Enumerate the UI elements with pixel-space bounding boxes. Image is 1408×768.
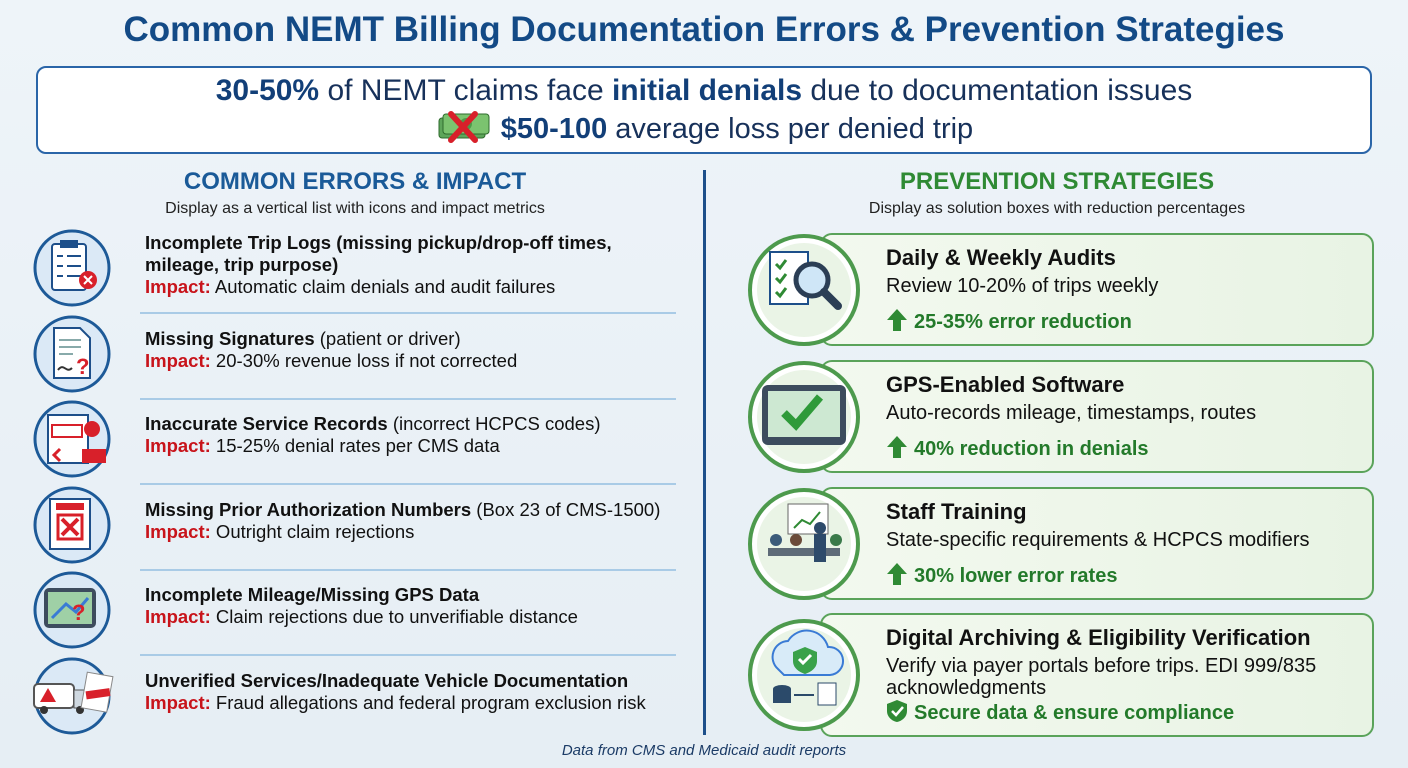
error-title: Missing Prior Authorization Numbers: [145, 498, 472, 520]
strategy-icon: [748, 233, 860, 346]
impact-text: 20-30% revenue loss if not corrected: [210, 349, 518, 371]
separator: [140, 654, 676, 657]
error-title: Incomplete Trip Logs (missing pickup/dro…: [145, 232, 612, 275]
banner-segment: 30-50%: [215, 74, 320, 107]
impact-label: Impact:: [145, 692, 211, 713]
error-text: Unverified Services/Inadequate Vehicle D…: [145, 670, 665, 714]
error-item: Unverified Services/Inadequate Vehicle D…: [30, 657, 680, 744]
impact-label: Impact:: [145, 349, 211, 371]
banner-segment: average loss per denied trip: [607, 113, 974, 145]
banner-line: $50-100 average loss per denied trip: [38, 110, 1370, 146]
error-text: Inaccurate Service Records (incorrect HC…: [145, 413, 665, 457]
error-title: Unverified Services/Inadequate Vehicle D…: [145, 670, 629, 691]
strategy-result: Secure data & ensure compliance: [886, 699, 1234, 725]
separator: [140, 568, 676, 571]
strategy-box: Daily & Weekly Audits Review 10-20% of tr…: [820, 233, 1374, 346]
error-item: Missing Prior Authorization Numbers (Box…: [30, 486, 680, 573]
impact-text: Fraud allegations and federal program ex…: [210, 692, 646, 713]
svg-text:?: ?: [76, 354, 89, 379]
impact-label: Impact:: [145, 520, 211, 542]
impact-label: Impact:: [145, 276, 211, 297]
error-item: ? Missing Signatures (patient or driver) I…: [30, 315, 680, 402]
error-detail: (incorrect HCPCS codes): [387, 413, 601, 435]
strategy-description: State-specific requirements & HCPCS modi…: [886, 529, 1310, 551]
strategies-heading: PREVENTION STRATEGIES: [899, 168, 1215, 195]
impact-label: Impact:: [145, 606, 211, 628]
error-item: Incomplete Trip Logs (missing pickup/dro…: [30, 229, 680, 316]
error-icon: [33, 657, 114, 735]
error-icon: [33, 486, 111, 564]
error-title: Inaccurate Service Records: [145, 413, 388, 435]
separator: [140, 483, 676, 486]
strategy-title: GPS-Enabled Software: [886, 372, 1125, 397]
separator: [140, 312, 676, 314]
strategy-box: GPS-Enabled Software Auto-records mileage…: [820, 360, 1374, 473]
strategy-icon: [748, 619, 860, 731]
impact-text: 15-25% denial rates per CMS data: [210, 435, 500, 457]
error-icon: ?: [33, 571, 111, 649]
banner-segment: initial denials: [611, 74, 803, 107]
impact-text: Outright claim rejections: [210, 520, 415, 542]
strategy-box: Staff Training State-specific requirement…: [820, 487, 1374, 600]
error-detail: (Box 23 of CMS-1500): [471, 498, 661, 520]
error-item: Inaccurate Service Records (incorrect HC…: [30, 400, 680, 487]
strategy-box: Digital Archiving & Eligibility Verifica…: [820, 613, 1374, 737]
page-title: Common NEMT Billing Documentation Errors…: [123, 10, 1285, 49]
divider: [703, 170, 706, 735]
errors-subheading: Display as a vertical list with icons an…: [165, 200, 545, 217]
result-text: 40% reduction in denials: [914, 438, 1149, 460]
strategy-icon: [748, 487, 860, 600]
error-icon: [33, 400, 111, 478]
strategy-title: Staff Training: [886, 499, 1027, 524]
result-text: 30% lower error rates: [914, 565, 1118, 587]
banner-segment: $50-100: [500, 113, 608, 145]
strategy-result: 25-35% error reduction: [886, 308, 1132, 334]
money-icon: [438, 111, 490, 143]
error-text: Missing Signatures (patient or driver) Im…: [145, 328, 665, 372]
impact-text: Claim rejections due to unverifiable dis…: [210, 606, 578, 628]
strategy-title: Digital Archiving & Eligibility Verifica…: [886, 625, 1311, 650]
strategy-result: 30% lower error rates: [886, 562, 1117, 588]
result-text: 25-35% error reduction: [914, 311, 1132, 333]
strategy-description: Auto-records mileage, timestamps, routes: [886, 402, 1257, 424]
impact-label: Impact:: [145, 435, 211, 457]
strategy-description: Verify via payer portals before trips. E…: [886, 655, 1317, 699]
source-note: Data from CMS and Medicaid audit reports: [561, 742, 847, 759]
strategy-title: Daily & Weekly Audits: [886, 245, 1116, 270]
error-item: ? Incomplete Mileage/Missing GPS Data Impa…: [30, 571, 680, 658]
error-title: Incomplete Mileage/Missing GPS Data: [145, 584, 480, 606]
error-detail: (patient or driver): [314, 327, 461, 349]
banner-segment: of NEMT claims face: [319, 74, 612, 107]
error-text: Incomplete Trip Logs (missing pickup/dro…: [145, 232, 665, 298]
strategies-subheading: Display as solution boxes with reduction…: [868, 200, 1246, 217]
up-arrow-icon: [887, 309, 907, 331]
up-arrow-icon: [887, 563, 907, 585]
impact-text: Automatic claim denials and audit failur…: [210, 276, 556, 297]
shield-icon: [887, 700, 907, 722]
strategy-icon: [748, 360, 860, 473]
banner-segment: due to documentation issues: [802, 74, 1193, 107]
error-title: Missing Signatures: [145, 327, 315, 349]
error-text: Incomplete Mileage/Missing GPS Data Impac…: [145, 584, 665, 628]
banner-line: 30-50% of NEMT claims face initial denia…: [38, 74, 1370, 108]
error-icon: [33, 229, 111, 307]
strategy-result: 40% reduction in denials: [886, 435, 1149, 461]
errors-heading: COMMON ERRORS & IMPACT: [183, 168, 527, 195]
error-icon: ?: [33, 315, 111, 393]
strategy-description: Review 10-20% of trips weekly: [886, 275, 1159, 297]
up-arrow-icon: [887, 436, 907, 458]
svg-text:?: ?: [72, 600, 85, 625]
result-text: Secure data & ensure compliance: [914, 702, 1235, 724]
separator: [140, 397, 676, 400]
error-text: Missing Prior Authorization Numbers (Box…: [145, 499, 665, 543]
stat-banner: 30-50% of NEMT claims face initial denia…: [36, 66, 1372, 154]
